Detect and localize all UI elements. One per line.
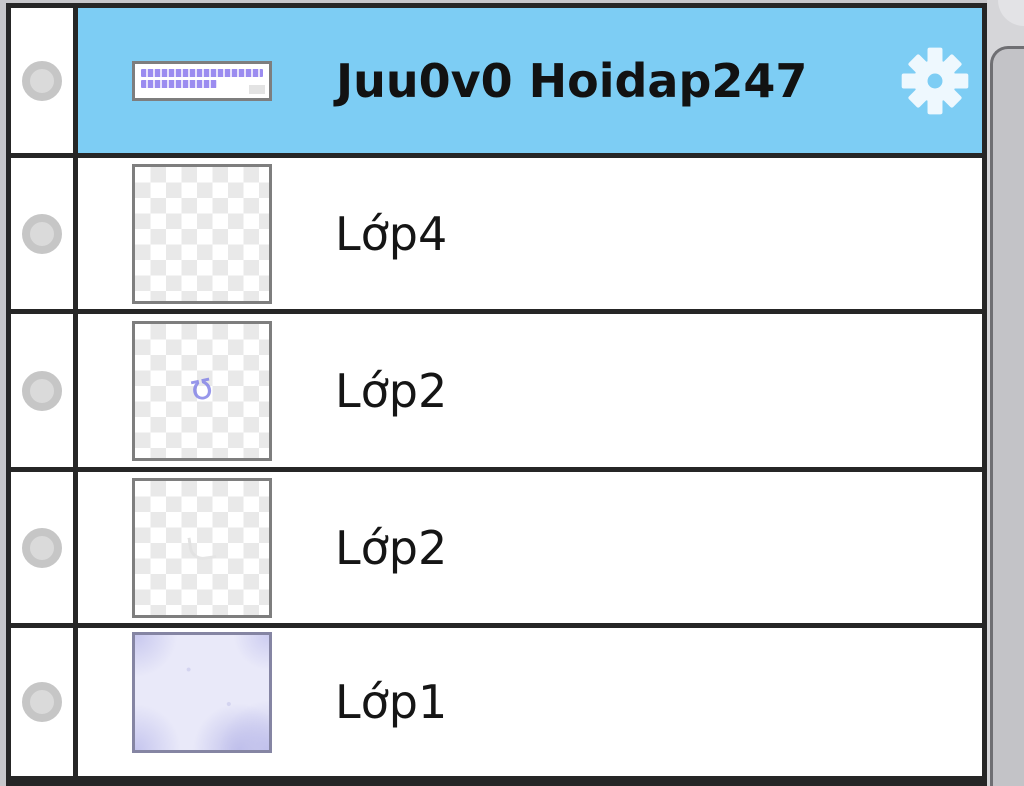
layer-row-main[interactable]: Lớp4: [78, 158, 982, 309]
layer-thumbnail: [132, 163, 272, 304]
layer-row[interactable]: Lớp4: [11, 158, 982, 314]
scrollbar-top-cap: [998, 0, 1024, 26]
thumbnail-doodle: ʊ: [186, 365, 217, 410]
group-thumbnail: [132, 60, 272, 101]
layer-thumbnail: [132, 477, 272, 618]
layers-panel: Juu0v0 Hoidap247: [6, 3, 987, 786]
layer-radio-cell[interactable]: [11, 314, 78, 467]
layer-radio-cell[interactable]: [11, 628, 78, 776]
thumbnail-detail: [249, 84, 265, 94]
layer-radio-cell[interactable]: [11, 158, 78, 309]
layer-label: Lớp4: [335, 206, 448, 261]
layer-label: Lớp1: [335, 675, 448, 729]
group-title: Juu0v0 Hoidap247: [336, 53, 808, 108]
gear-icon[interactable]: [901, 47, 969, 115]
scrollbar-track[interactable]: [987, 0, 1024, 786]
layer-group-row[interactable]: Juu0v0 Hoidap247: [11, 8, 982, 158]
layer-row-main[interactable]: Lớp2: [78, 472, 982, 623]
layer-radio-cell[interactable]: [11, 8, 78, 153]
thumbnail-doodle: [187, 533, 217, 562]
layer-radio-indicator[interactable]: [22, 370, 62, 411]
layer-row[interactable]: Lớp2: [11, 472, 982, 628]
layer-row-main[interactable]: Lớp1: [78, 628, 982, 776]
layer-radio-indicator[interactable]: [22, 60, 62, 101]
layer-label: Lớp2: [335, 520, 448, 575]
layer-thumbnail: ʊ: [132, 320, 272, 461]
layer-label: Lớp2: [335, 363, 448, 418]
thumbnail-text-line: [141, 68, 263, 77]
layer-radio-indicator[interactable]: [22, 682, 62, 722]
layer-group-main[interactable]: Juu0v0 Hoidap247: [78, 8, 982, 153]
layer-thumbnail: [132, 632, 272, 753]
scrollbar-thumb[interactable]: [990, 46, 1024, 786]
layer-radio-indicator[interactable]: [22, 527, 62, 568]
layer-row[interactable]: Lớp1: [11, 628, 982, 776]
layer-radio-indicator[interactable]: [22, 213, 62, 254]
layer-row[interactable]: ʊ Lớp2: [11, 314, 982, 472]
layer-radio-cell[interactable]: [11, 472, 78, 623]
thumbnail-text-line: [141, 79, 217, 88]
layer-row-main[interactable]: ʊ Lớp2: [78, 314, 982, 467]
